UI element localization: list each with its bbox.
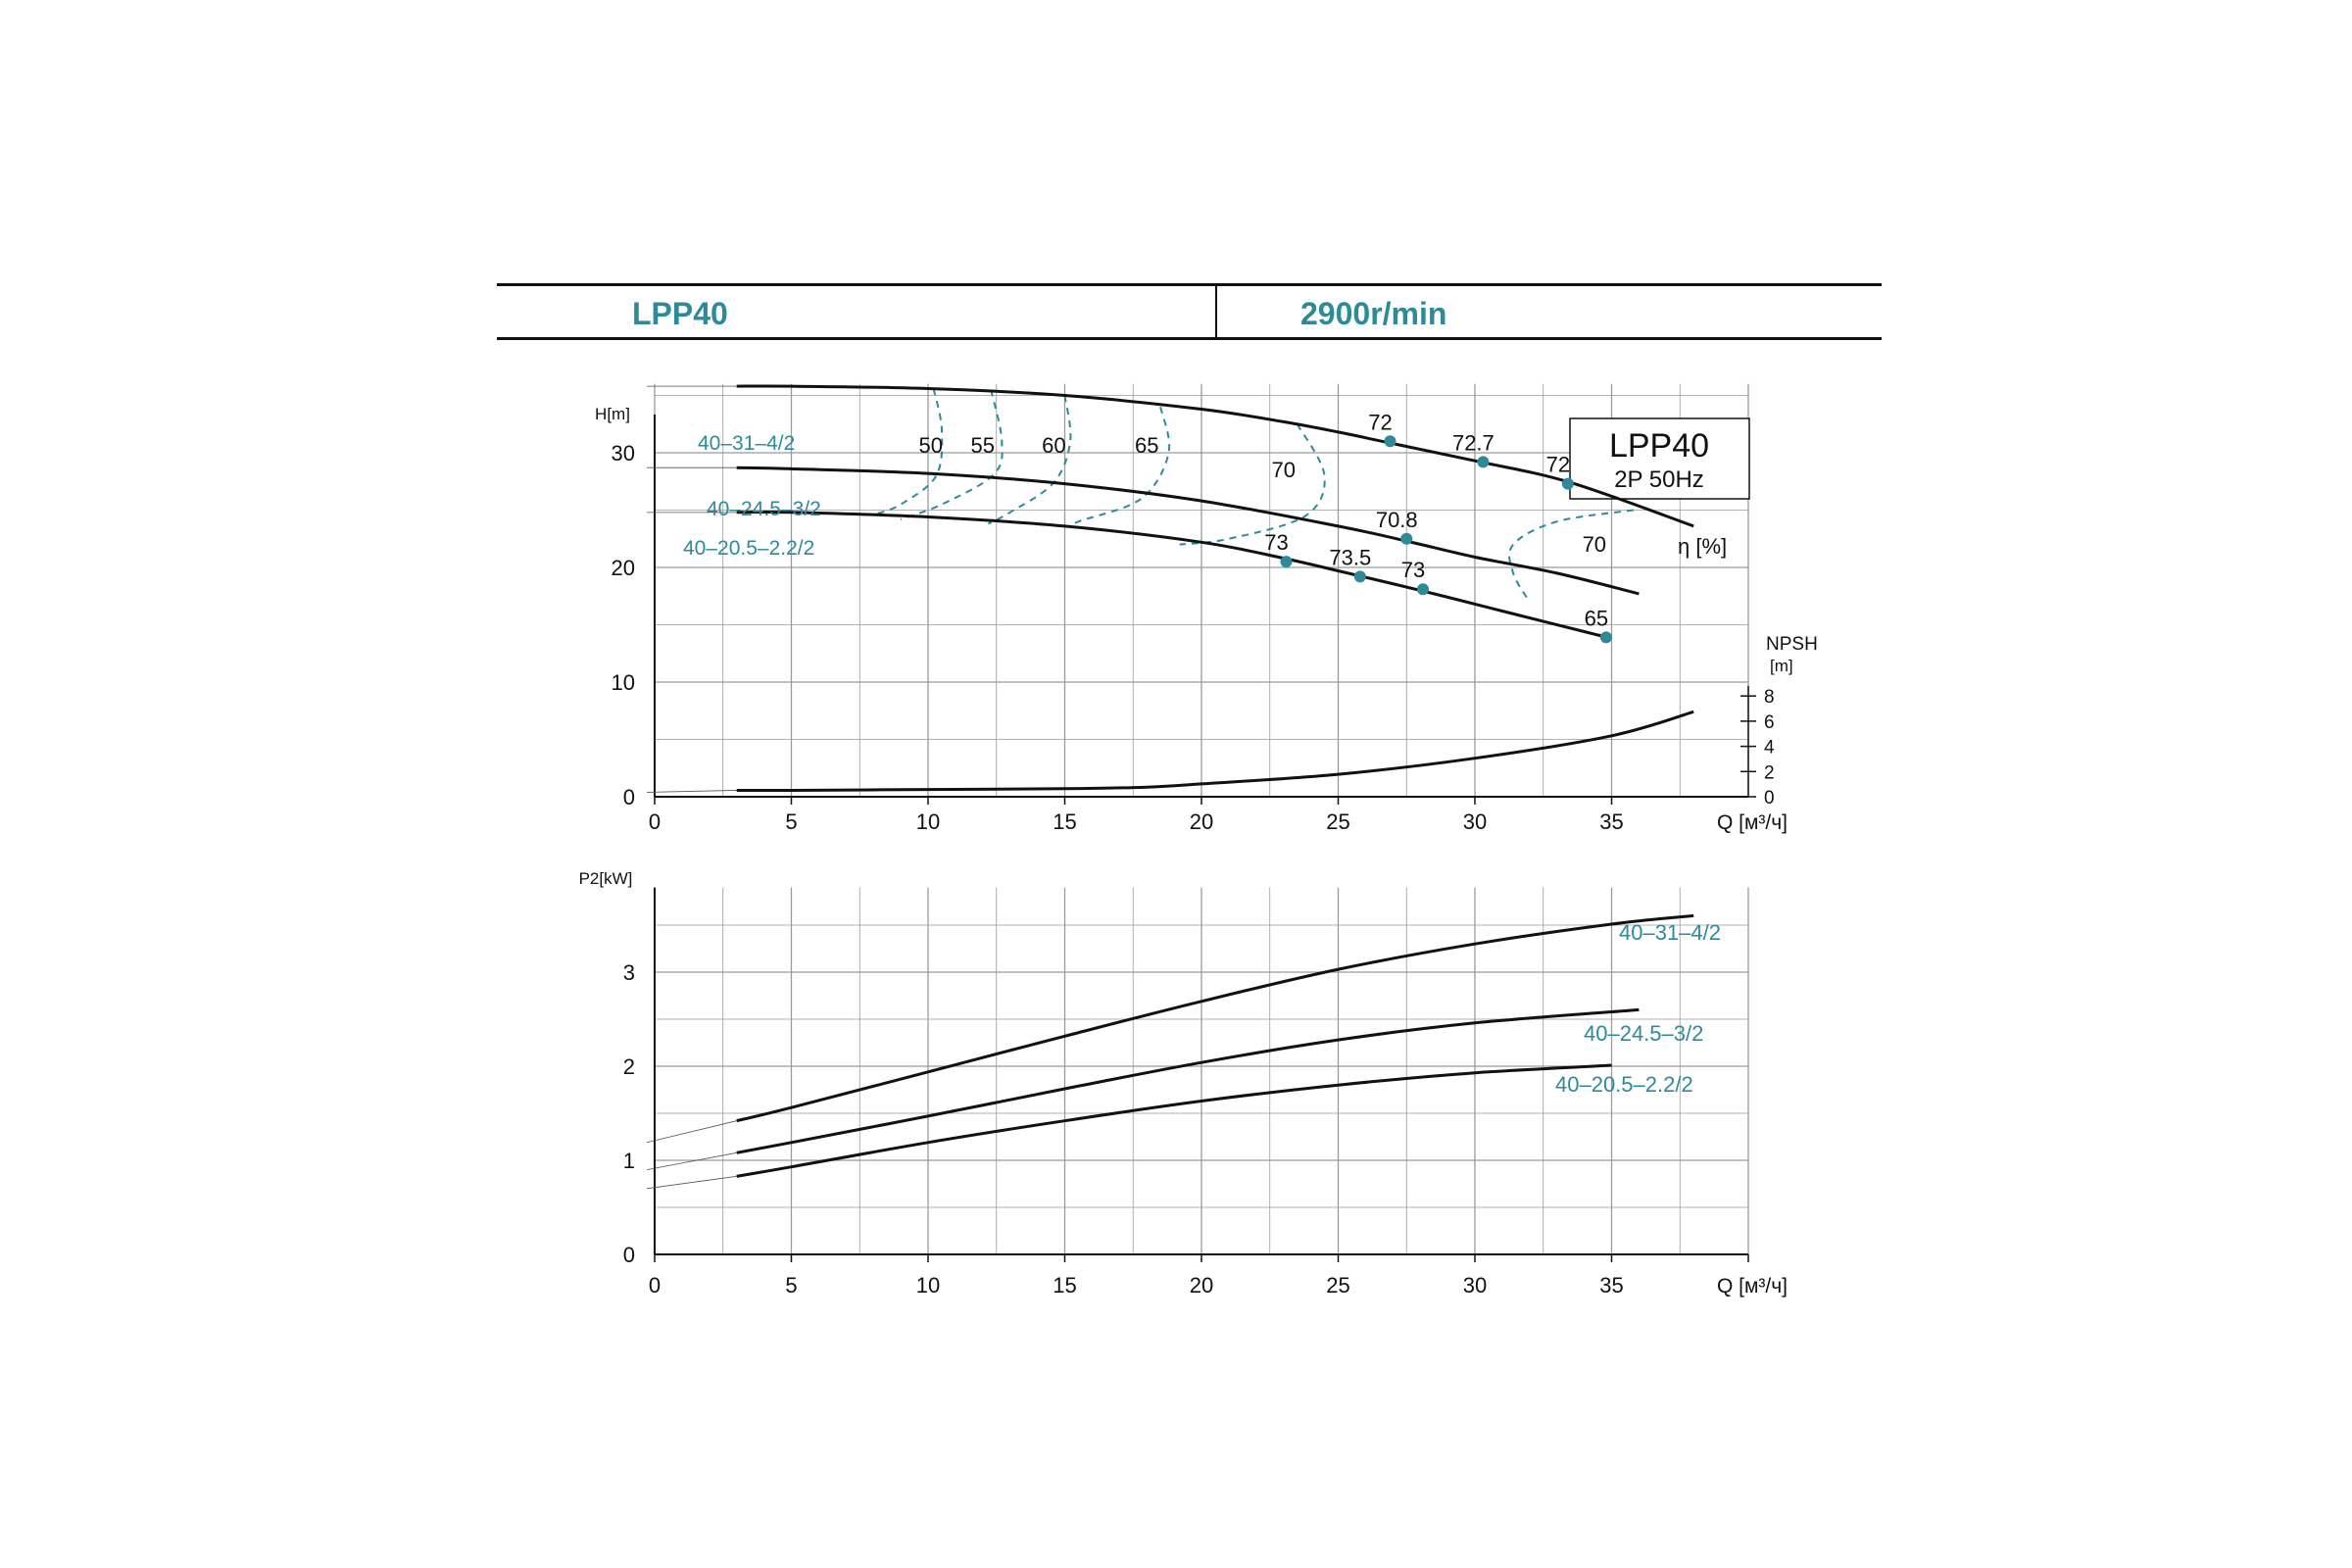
y-tick-label: 2 <box>623 1054 635 1079</box>
legend-model: LPP40 <box>1609 427 1709 465</box>
head-series-label: 40–20.5–2.2/2 <box>683 537 814 560</box>
legend-box <box>1569 417 1750 500</box>
x-tick-label: 5 <box>785 809 797 834</box>
efficiency-point <box>1477 456 1490 468</box>
npsh-curve-extension <box>646 790 737 793</box>
power-curve <box>736 1007 1640 1154</box>
power-curve-extension <box>646 1175 737 1190</box>
efficiency-point-label: 73.5 <box>1329 545 1371 569</box>
y-axis-label: P2[kW] <box>579 869 633 888</box>
efficiency-contour-label: 65 <box>1135 433 1158 458</box>
y-tick-label: 3 <box>623 960 635 985</box>
efficiency-contour-label: 70 <box>1583 532 1606 557</box>
npsh-curve <box>736 710 1694 793</box>
head-curve <box>736 466 1640 596</box>
iso-efficiency-contour <box>872 388 944 516</box>
efficiency-axis-label: η [%] <box>1678 534 1727 559</box>
x-tick-label: 25 <box>1326 809 1349 834</box>
power-curve <box>736 1063 1612 1178</box>
x-tick-label: 20 <box>1190 1273 1213 1298</box>
power-chart: 0 5 10 15 20 25 30 35 0 1 2 3 P2[kW] Q [м³/ч] 40–31–4/… <box>579 869 1788 1298</box>
x-tick-label: 10 <box>916 809 940 834</box>
y-axis-label: H[m] <box>595 405 630 423</box>
x-tick-label: 35 <box>1599 1273 1623 1298</box>
iso-efficiency-contour <box>1508 509 1634 603</box>
x-axis-label: Q [м³/ч] <box>1717 1275 1788 1298</box>
efficiency-point <box>1599 631 1612 644</box>
npsh-tick-label: 6 <box>1764 712 1775 733</box>
iso-efficiency-contour <box>1179 423 1326 546</box>
efficiency-contour-label: 50 <box>919 433 943 458</box>
efficiency-point <box>1416 583 1429 596</box>
y-tick-label: 0 <box>623 785 635 809</box>
efficiency-point <box>1384 435 1396 448</box>
x-tick-label: 0 <box>649 1273 661 1298</box>
efficiency-point-label: 72 <box>1546 453 1570 477</box>
efficiency-point <box>1280 556 1293 568</box>
x-tick-label: 10 <box>916 1273 940 1298</box>
power-series-label: 40–24.5–3/2 <box>1584 1021 1703 1046</box>
x-tick-label: 20 <box>1190 809 1213 834</box>
y-tick-label: 30 <box>612 441 635 466</box>
efficiency-contour-label: 70 <box>1271 458 1295 482</box>
y-tick-label: 1 <box>623 1149 635 1173</box>
efficiency-point-label: 72 <box>1368 410 1392 434</box>
efficiency-point <box>1353 570 1366 583</box>
power-curve-extension <box>646 1152 737 1170</box>
npsh-tick-label: 8 <box>1764 687 1775 708</box>
y-tick-label: 20 <box>612 556 635 580</box>
efficiency-contour-label: 60 <box>1042 433 1065 458</box>
header-speed-title: 2900r/min <box>1300 296 1447 331</box>
power-series-label: 40–20.5–2.2/2 <box>1555 1072 1693 1097</box>
power-curve <box>736 913 1694 1123</box>
npsh-axis-label: NPSH <box>1766 634 1818 655</box>
iso-efficiency-contour <box>987 395 1072 525</box>
x-tick-label: 35 <box>1599 809 1623 834</box>
x-tick-label: 5 <box>785 1273 797 1298</box>
efficiency-point <box>1561 477 1574 490</box>
head-series-label: 40–31–4/2 <box>698 432 795 455</box>
power-series-label: 40–31–4/2 <box>1619 920 1721 945</box>
header-bar: LPP40 2900r/min <box>497 283 1882 340</box>
efficiency-point-label: 73 <box>1401 558 1425 582</box>
head-chart: 0 5 10 15 20 25 30 35 0 10 20 30 H[m] Q [м³/ч] 0 2 4 6 8 NP… <box>595 383 1818 834</box>
header-divider <box>1215 286 1217 337</box>
npsh-tick-label: 2 <box>1764 762 1775 783</box>
npsh-tick-label: 4 <box>1764 738 1775 759</box>
npsh-tick-label: 0 <box>1764 788 1775 808</box>
efficiency-contour-label: 55 <box>971 433 995 458</box>
x-tick-label: 30 <box>1463 1273 1487 1298</box>
x-tick-label: 0 <box>649 809 661 834</box>
head-curve <box>736 510 1612 640</box>
x-tick-label: 25 <box>1326 1273 1349 1298</box>
head-series-label: 40–24.5–3/2 <box>707 498 821 520</box>
efficiency-point-label: 72.7 <box>1452 430 1494 455</box>
efficiency-point-label: 70.8 <box>1376 508 1418 532</box>
npsh-axis-unit: [m] <box>1770 657 1793 675</box>
header-model-title: LPP40 <box>632 296 728 331</box>
x-axis-label: Q [м³/ч] <box>1717 811 1788 834</box>
power-curve-extension <box>646 1120 737 1144</box>
x-tick-label: 15 <box>1053 809 1076 834</box>
x-tick-label: 30 <box>1463 809 1487 834</box>
efficiency-point <box>1400 532 1413 545</box>
x-tick-label: 15 <box>1053 1273 1076 1298</box>
legend-spec: 2P 50Hz <box>1614 466 1704 493</box>
y-tick-label: 10 <box>612 670 635 695</box>
iso-efficiency-contour <box>1069 406 1171 528</box>
efficiency-point-label: 73 <box>1264 530 1288 555</box>
efficiency-point-label: 65 <box>1585 606 1608 630</box>
head-curve <box>736 384 1694 528</box>
y-tick-label: 0 <box>623 1243 635 1267</box>
